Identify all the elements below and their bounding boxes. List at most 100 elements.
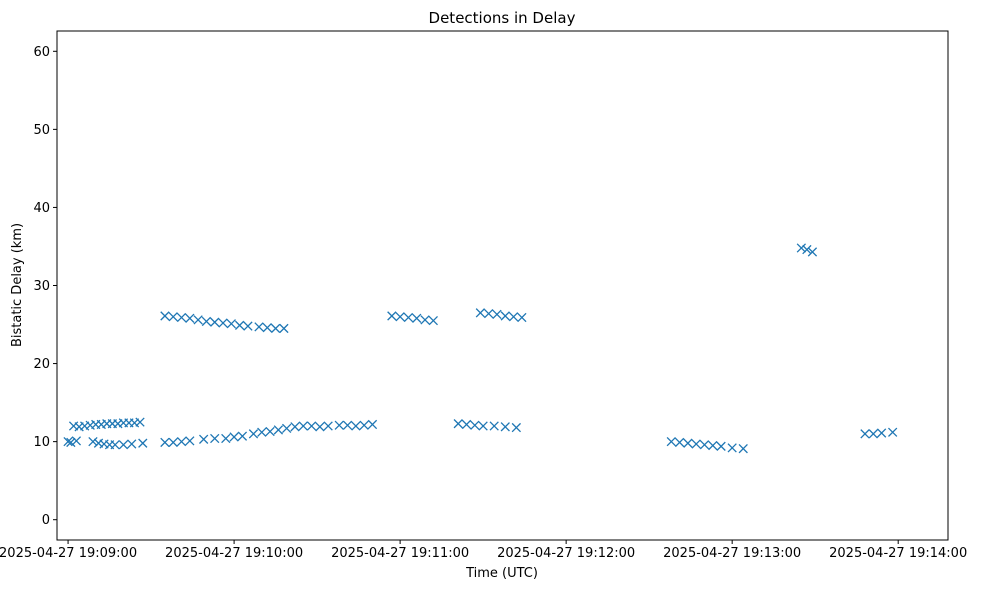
- data-point-marker: [270, 323, 281, 334]
- data-point-marker: [290, 422, 300, 432]
- data-point-marker: [500, 311, 510, 321]
- data-point-marker: [511, 422, 521, 433]
- data-point-marker: [342, 420, 353, 430]
- data-point-marker: [716, 441, 726, 451]
- data-point-marker: [237, 431, 248, 441]
- data-point-marker: [666, 436, 676, 447]
- data-point-marker: [508, 312, 519, 322]
- data-point-marker: [727, 443, 737, 453]
- y-tick-label: 0: [42, 513, 50, 528]
- data-point-marker: [674, 437, 685, 448]
- data-point-marker: [699, 440, 710, 450]
- data-point-marker: [691, 439, 701, 449]
- data-point-marker: [185, 313, 195, 323]
- data-point-marker: [168, 437, 178, 448]
- x-tick-label: 2025-04-27 19:13:00: [663, 546, 801, 561]
- data-point-marker: [306, 421, 317, 431]
- data-point-marker: [453, 419, 463, 429]
- data-point-marker: [500, 422, 510, 432]
- data-point-marker: [168, 312, 178, 322]
- data-point-marker: [738, 444, 748, 454]
- data-point-marker: [243, 321, 253, 331]
- data-point-marker: [334, 420, 344, 430]
- data-point-marker: [412, 313, 422, 323]
- x-axis-ticks: 2025-04-27 19:09:00 2025-04-27 19:10:00 20…: [0, 540, 967, 561]
- data-point-marker: [210, 317, 220, 327]
- data-point-marker: [160, 437, 170, 448]
- y-tick-label: 20: [33, 357, 50, 372]
- y-axis-ticks: 0 10 20 30 40 50 60: [33, 45, 57, 528]
- data-point-marker: [484, 308, 494, 319]
- data-point-marker: [254, 322, 264, 332]
- chart-title: Detections in Delay: [429, 9, 576, 27]
- data-point-marker: [135, 417, 145, 427]
- data-point-marker: [210, 433, 220, 444]
- data-point-marker: [248, 429, 259, 439]
- data-point-marker: [367, 419, 378, 430]
- data-point-marker: [279, 323, 289, 334]
- data-point-marker: [176, 312, 187, 323]
- data-point-marker: [185, 436, 195, 446]
- y-tick-label: 40: [33, 201, 50, 216]
- data-point-marker: [265, 426, 275, 437]
- y-tick-label: 60: [33, 45, 50, 60]
- x-tick-label: 2025-04-27 19:11:00: [331, 546, 469, 561]
- data-point-marker: [517, 312, 527, 323]
- data-point-marker: [234, 320, 245, 330]
- data-point-marker: [796, 243, 807, 253]
- x-tick-label: 2025-04-27 19:09:00: [0, 546, 137, 561]
- data-point-marker: [403, 312, 414, 323]
- data-point-marker: [802, 244, 812, 255]
- data-point-marker: [218, 318, 228, 328]
- data-point-marker: [282, 423, 292, 434]
- data-point-marker: [257, 427, 267, 437]
- data-point-marker: [387, 311, 397, 321]
- y-axis-label: Bistatic Delay (km): [10, 223, 25, 347]
- y-tick-label: 10: [33, 435, 50, 450]
- data-point-marker: [110, 440, 120, 450]
- data-point-marker: [226, 319, 236, 329]
- data-point-marker: [478, 421, 488, 431]
- plot-area: [56, 30, 949, 541]
- x-tick-label: 2025-04-27 19:12:00: [497, 546, 635, 561]
- data-point-marker: [428, 315, 438, 326]
- data-point-marker: [860, 429, 870, 439]
- data-point-marker: [71, 436, 82, 446]
- data-point-marker: [88, 436, 98, 447]
- data-point-marker: [876, 428, 887, 438]
- data-point-marker: [118, 440, 129, 450]
- data-point-marker: [708, 440, 718, 451]
- data-point-marker: [887, 427, 898, 437]
- data-point-marker: [475, 308, 486, 318]
- data-point-marker: [492, 309, 502, 320]
- scatter-markers: [63, 243, 898, 454]
- data-point-marker: [868, 429, 878, 439]
- data-point-marker: [461, 419, 472, 430]
- data-point-marker: [66, 437, 76, 448]
- y-tick-label: 50: [33, 123, 50, 138]
- data-point-marker: [351, 421, 361, 431]
- data-point-marker: [395, 312, 405, 322]
- data-point-marker: [489, 421, 499, 431]
- data-point-marker: [160, 311, 170, 321]
- x-tick-label: 2025-04-27 19:10:00: [165, 546, 303, 561]
- data-point-marker: [315, 422, 325, 432]
- data-point-marker: [201, 316, 212, 327]
- data-point-marker: [63, 436, 73, 447]
- data-point-marker: [193, 315, 203, 325]
- data-point-marker: [323, 421, 333, 431]
- data-point-marker: [176, 436, 187, 447]
- data-point-marker: [229, 432, 239, 442]
- x-tick-label: 2025-04-27 19:14:00: [829, 546, 967, 561]
- data-point-marker: [273, 425, 284, 435]
- data-point-marker: [359, 420, 369, 430]
- data-point-marker: [138, 438, 148, 448]
- data-point-marker: [683, 438, 693, 448]
- x-axis-label: Time (UTC): [465, 566, 538, 581]
- data-point-marker: [262, 322, 272, 333]
- data-point-marker: [470, 420, 480, 430]
- data-point-marker: [198, 434, 209, 444]
- data-point-marker: [298, 421, 308, 431]
